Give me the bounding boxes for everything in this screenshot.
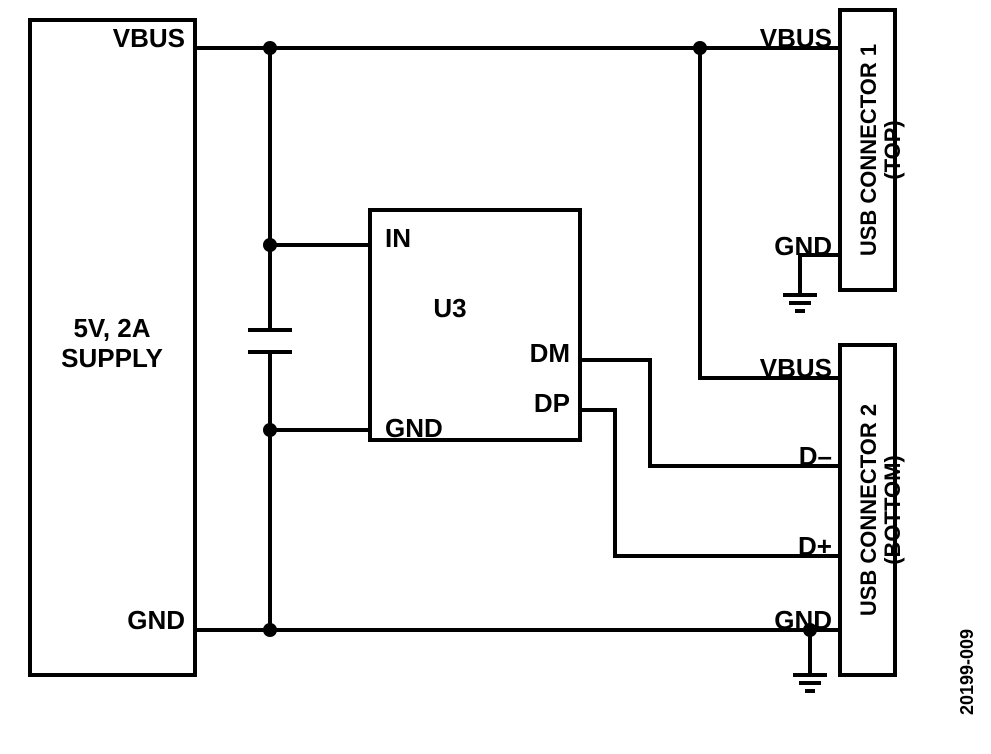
u3-pin-in: IN (385, 223, 411, 253)
gnd-usb1 (783, 295, 817, 311)
supply-pin-vbus: VBUS (113, 23, 185, 53)
doc-id: 20199-009 (957, 629, 977, 715)
usb2-title-0: USB CONNECTOR 2 (856, 404, 881, 616)
supply-pin-gnd: GND (127, 605, 185, 635)
u3-gnd (270, 430, 370, 630)
node-cap-bot (263, 423, 277, 437)
node-gnd-cap (263, 623, 277, 637)
node-vbus-in (263, 41, 277, 55)
u3-pin-gnd: GND (385, 413, 443, 443)
usb1-title-0: USB CONNECTOR 1 (856, 44, 881, 256)
usb1-title-1: (TOP) (880, 120, 905, 179)
supply-title-1: SUPPLY (61, 343, 163, 373)
usb2-title-1: (BOTTOM) (880, 455, 905, 565)
u3-pin-dp: DP (534, 388, 570, 418)
u3-title: U3 (433, 293, 466, 323)
vbus-drop (700, 48, 840, 378)
node-vbus-drop (693, 41, 707, 55)
schematic-diagram: 5V, 2ASUPPLY VBUS GND U3 IN GND DM DP USB CONNEC… (0, 0, 991, 754)
node-gnd-usb2 (803, 623, 817, 637)
gnd-usb2 (793, 675, 827, 691)
supply-title-0: 5V, 2A (73, 313, 150, 343)
node-cap-top (263, 238, 277, 252)
usb1-gnd-stub (800, 255, 840, 295)
u3-pin-dm: DM (530, 338, 570, 368)
in-tee (270, 48, 370, 245)
